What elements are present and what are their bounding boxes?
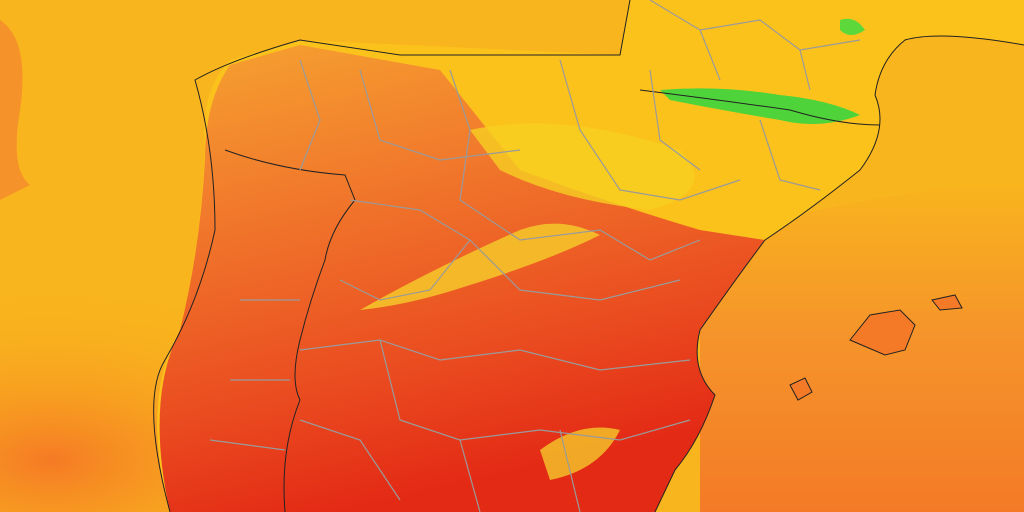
coastline-west-north xyxy=(153,0,631,512)
coastline-east xyxy=(654,35,1024,512)
mallorca xyxy=(849,309,916,356)
sierra-nevada xyxy=(540,427,620,480)
portugal-border xyxy=(224,149,356,512)
ibiza xyxy=(789,377,813,401)
admin-borders xyxy=(209,0,861,512)
central-range xyxy=(360,223,600,310)
sea-warm-patch xyxy=(0,20,30,200)
france-border xyxy=(639,89,881,126)
alps-edge xyxy=(840,18,865,35)
mediterranean xyxy=(700,180,1024,512)
ebro-highlands xyxy=(470,123,695,210)
menorca xyxy=(931,294,963,311)
